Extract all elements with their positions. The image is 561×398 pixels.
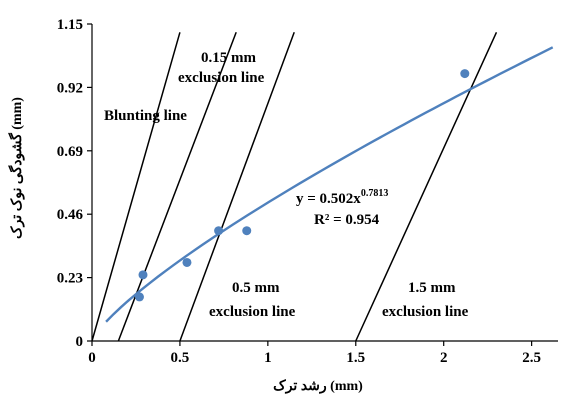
blunting-line-label: Blunting line	[104, 108, 187, 124]
blunting-line	[91, 32, 181, 342]
data-point	[138, 270, 148, 280]
y-tick-label: 0.69	[57, 144, 83, 160]
y-tick-label: 1.15	[57, 17, 83, 33]
data-point	[182, 257, 192, 267]
axis-ticks: 0 0.5 1 1.5 2 2.5 0 0.23 0.46 0.69 0.92 1.15	[57, 17, 541, 366]
exclusion-lines	[91, 31, 498, 342]
x-tick-label: 2.5	[522, 350, 541, 366]
trendline-equation: y = 0.502x0.7813	[296, 188, 388, 207]
x-tick-label: 0	[88, 350, 96, 366]
exclusion-line-05mm	[179, 32, 295, 342]
exclusion-line-15mm	[355, 31, 498, 342]
y-tick-label: 0	[76, 334, 84, 350]
y-axis-title: گشودگی نوک ترک (mm)	[8, 97, 25, 239]
x-axis-title: رشد ترک (mm)	[273, 378, 363, 394]
data-point	[214, 226, 224, 236]
exclusion-line-015mm	[117, 32, 237, 342]
exclusion-015-label-value: 0.15 mm	[201, 50, 256, 66]
exclusion-15-label-text: exclusion line	[382, 304, 469, 320]
x-tick-label: 1.5	[346, 350, 365, 366]
x-tick-label: 1	[264, 350, 272, 366]
exclusion-15-label-value: 1.5 mm	[408, 280, 456, 296]
exclusion-05-label-text: exclusion line	[209, 304, 296, 320]
trendline-equation-base: y = 0.502x	[296, 191, 361, 207]
exclusion-015-label-text: exclusion line	[178, 70, 265, 86]
trendline-equation-exponent: 0.7813	[361, 188, 389, 199]
y-tick-label: 0.23	[57, 271, 83, 287]
y-tick-label: 0.92	[57, 80, 83, 96]
data-point	[460, 69, 470, 79]
y-tick-label: 0.46	[57, 207, 84, 223]
data-points	[134, 69, 470, 302]
power-trendline	[105, 46, 554, 323]
x-tick-label: 0.5	[171, 350, 190, 366]
x-tick-label: 2	[440, 350, 448, 366]
data-point	[134, 292, 144, 302]
exclusion-05-label-value: 0.5 mm	[232, 280, 280, 296]
data-point	[242, 226, 252, 236]
trendline-r-squared: R² = 0.954	[314, 212, 380, 228]
